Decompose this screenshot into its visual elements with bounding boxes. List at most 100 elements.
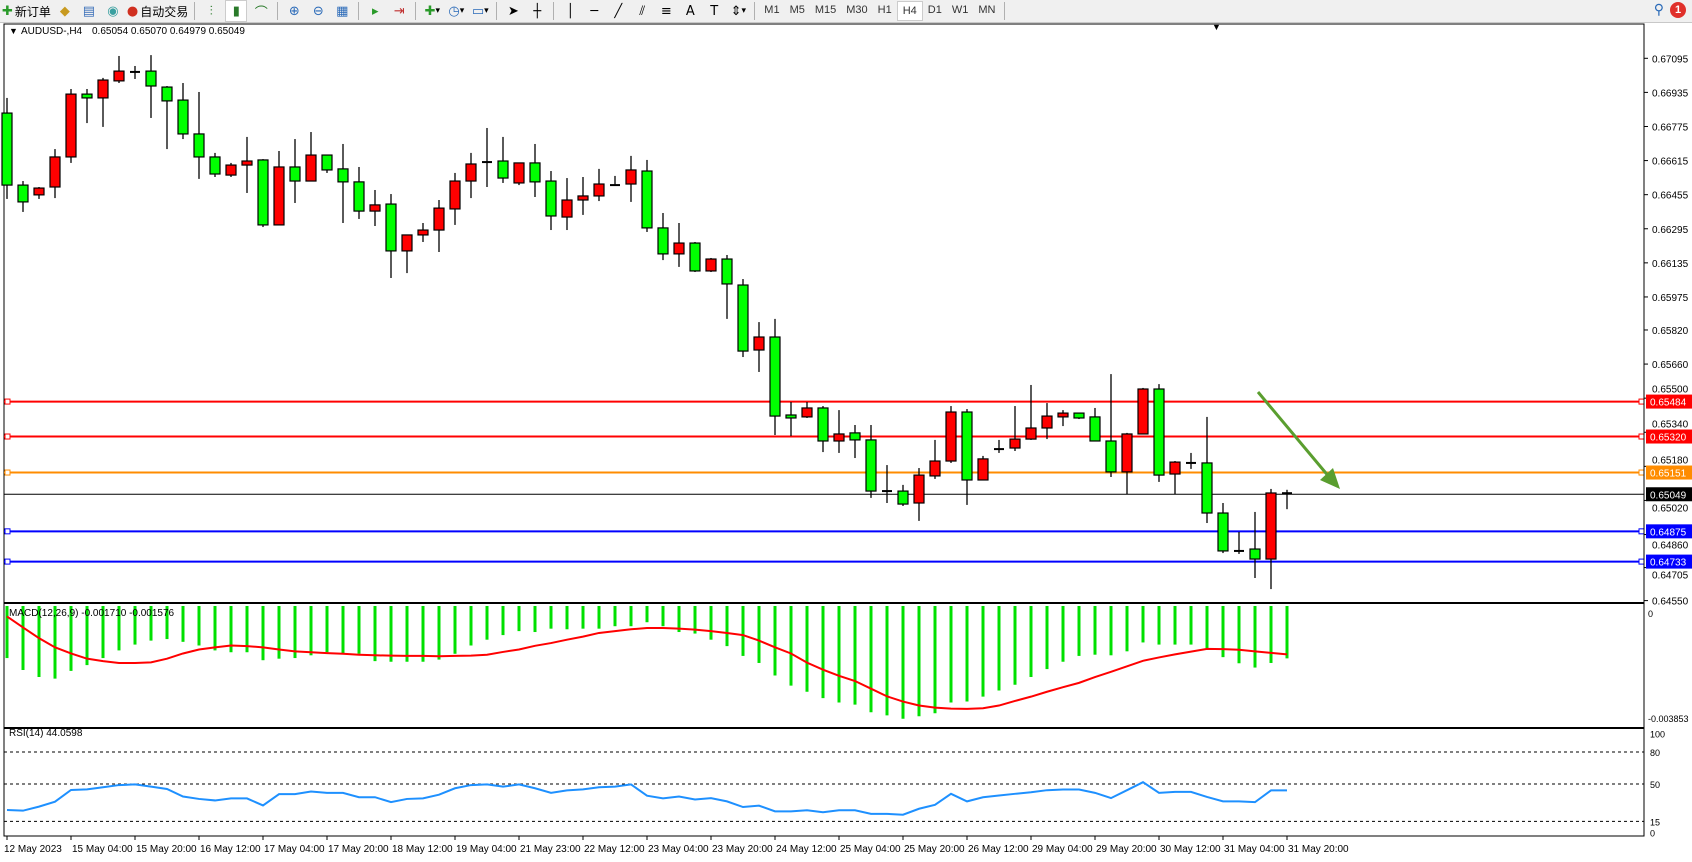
macd-signal-line [6, 615, 1288, 710]
time-axis-label: 25 May 20:00 [904, 844, 965, 855]
candle-body [753, 336, 765, 351]
fibonacci-button[interactable]: ≡ [656, 1, 676, 21]
candle-body [113, 70, 125, 82]
candle [161, 86, 173, 150]
text-button[interactable]: A [680, 1, 700, 21]
rsi-panel[interactable]: 100 80 50 150 [4, 730, 1665, 839]
tile-windows-button[interactable]: ▦ [332, 1, 352, 21]
chart-menu-icon[interactable]: ▼ [9, 26, 18, 36]
line-handle[interactable] [1638, 398, 1645, 405]
line-handle[interactable] [1638, 558, 1645, 565]
line-handle[interactable] [1638, 433, 1645, 440]
data-window-button[interactable]: ▤ [79, 1, 99, 21]
candle-body [721, 258, 733, 285]
candle [1249, 511, 1261, 579]
trend-arrow[interactable] [1256, 391, 1332, 479]
zoom-in-button[interactable]: ⊕ [284, 1, 304, 21]
chart-shift-button[interactable]: ⇥ [389, 1, 409, 21]
crosshair-button[interactable]: ┼ [527, 1, 547, 21]
vertical-line-button[interactable]: │ [560, 1, 580, 21]
zoom-in-icon: ⊕ [288, 3, 300, 19]
toolbar-divider [1004, 2, 1006, 20]
candle [689, 241, 701, 273]
text-label-button[interactable]: T [704, 1, 724, 21]
price-axis-label: 0.64705 [1652, 571, 1689, 582]
timeframe-w1[interactable]: W1 [951, 4, 969, 16]
line-chart-icon: ⌒ [254, 5, 268, 21]
candle [65, 88, 77, 163]
rsi-axis-label: 80 [1650, 748, 1660, 758]
line-handle[interactable] [4, 528, 11, 535]
signals-button[interactable]: ◉ [103, 1, 123, 21]
indicators-button[interactable]: ✚ ▾ [422, 1, 442, 21]
candle-body [865, 439, 877, 492]
bar-chart-button[interactable]: ⫶ [201, 1, 221, 21]
timeframe-m15[interactable]: M15 [814, 4, 837, 16]
toolbar-divider [553, 2, 555, 20]
candle [289, 139, 301, 203]
search-icon[interactable]: ⚲ [1653, 1, 1664, 17]
current-price-badge [1646, 487, 1692, 502]
candlestick-button[interactable]: ▮ [225, 0, 248, 22]
line-handle[interactable] [4, 433, 11, 440]
trendline-button[interactable]: ╱ [608, 1, 628, 21]
candle [961, 409, 973, 505]
horizontal-line-button[interactable]: ─ [584, 1, 604, 21]
timeframe-m5[interactable]: M5 [789, 4, 805, 16]
notification-badge[interactable]: 1 [1670, 1, 1686, 18]
time-axis-label: 29 May 04:00 [1032, 844, 1093, 855]
arrows-icon: ⇕ [730, 3, 742, 19]
timeframe-d1[interactable]: D1 [927, 4, 942, 16]
candle [769, 318, 781, 436]
candle-body [945, 411, 957, 462]
candle-body [849, 432, 861, 441]
candle-body [465, 163, 477, 182]
price-badge [1646, 465, 1692, 480]
candle [401, 234, 413, 274]
equidistant-channel-button[interactable]: ⫽ [632, 1, 652, 21]
chart-window[interactable]: 0.67095 0.66935 0.66775 0.66615 0.66455 0.662… [0, 23, 1692, 862]
auto-trading-button[interactable]: ● 自动交易 [127, 1, 188, 21]
candle [305, 132, 317, 182]
candle-body [545, 180, 557, 217]
line-handle[interactable] [1638, 528, 1645, 535]
candle-body [785, 414, 797, 419]
line-handle[interactable] [4, 398, 11, 405]
new-order-button[interactable]: ✚ 新订单 [2, 1, 51, 21]
time-axis-label: 17 May 04:00 [264, 844, 325, 855]
candle-body [1041, 415, 1053, 429]
line-chart-button[interactable]: ⌒ [251, 1, 271, 21]
toolbar-divider [496, 2, 498, 20]
zoom-out-button[interactable]: ⊖ [308, 1, 328, 21]
timeframe-m30[interactable]: M30 [846, 4, 868, 16]
periods-button[interactable]: ◷ ▾ [446, 1, 466, 21]
market-watch-button[interactable]: ◆ [55, 1, 75, 21]
timeframe-m1[interactable]: M1 [764, 4, 780, 16]
price-panel[interactable]: 0.67095 0.66935 0.66775 0.66615 0.66455 0.662… [1, 24, 1692, 836]
chart-shift-marker-icon[interactable]: ▼ [1212, 23, 1221, 32]
price-badge-label: 0.64733 [1650, 558, 1687, 569]
line-handle[interactable] [4, 558, 11, 565]
cursor-button[interactable]: ➤ [503, 1, 523, 21]
timeframe-h4[interactable]: H4 [896, 1, 923, 21]
candle-body [449, 180, 461, 210]
line-handle[interactable] [4, 469, 11, 476]
candle [1201, 416, 1213, 524]
candle [1169, 461, 1181, 495]
price-badge [1646, 429, 1692, 444]
price-badge [1646, 554, 1692, 569]
timeframe-h1[interactable]: H1 [877, 4, 892, 16]
cursor-icon: ➤ [507, 3, 519, 19]
arrows-button[interactable]: ⇕ ▾ [728, 1, 748, 21]
candle [561, 178, 573, 231]
time-axis-label: 15 May 04:00 [72, 844, 133, 855]
auto-scroll-button[interactable]: ▸ [365, 1, 385, 21]
price-axis-label: 0.65500 [1652, 385, 1689, 396]
line-handle[interactable] [1638, 469, 1645, 476]
templates-button[interactable]: ▭ ▾ [470, 1, 490, 21]
candle-body [17, 184, 29, 203]
macd-panel[interactable]: 0 -0.003853 [5, 606, 1689, 724]
timeframe-mn[interactable]: MN [978, 4, 996, 16]
candle [641, 159, 653, 232]
toolbar-divider [277, 2, 279, 20]
